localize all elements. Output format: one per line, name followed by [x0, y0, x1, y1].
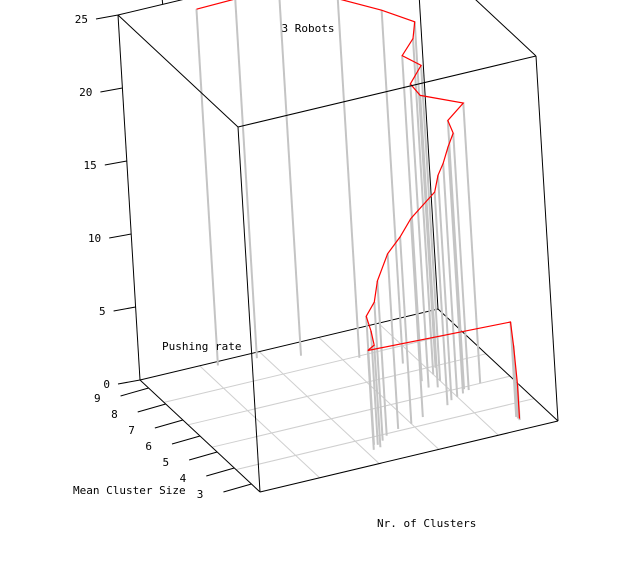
- box-edge: [118, 15, 140, 380]
- grid-line: [200, 366, 320, 478]
- y-tick-label: 9: [94, 392, 101, 405]
- z-tick: [96, 15, 118, 19]
- z-tick: [100, 88, 122, 92]
- box-edge: [536, 56, 558, 421]
- y-tick: [206, 468, 234, 476]
- z-tick-label: 0: [103, 378, 110, 391]
- z-axis-label: Pushing rate: [162, 340, 241, 353]
- z-tick: [105, 161, 127, 165]
- y-tick: [138, 404, 166, 412]
- z-tick: [114, 307, 136, 311]
- x-tick: [161, 0, 163, 4]
- grid-line: [188, 354, 486, 425]
- y-tick: [121, 388, 149, 396]
- y-tick-label: 5: [163, 456, 170, 469]
- drop-lines: [196, 0, 519, 450]
- x-axis-label: Nr. of Clusters: [377, 517, 476, 530]
- y-tick: [189, 452, 217, 460]
- z-tick: [109, 234, 131, 238]
- y-tick: [172, 436, 200, 444]
- z-tick-label: 10: [88, 232, 101, 245]
- grid-line: [259, 352, 379, 464]
- chart-title: 3 Robots: [282, 22, 335, 35]
- box-edge: [416, 0, 536, 56]
- y-axis-label: Mean Cluster Size: [73, 484, 186, 497]
- z-tick-label: 5: [99, 305, 106, 318]
- z-tick-label: 20: [79, 86, 92, 99]
- box-edge: [260, 421, 558, 492]
- y-tick-label: 7: [128, 424, 135, 437]
- z-tick-label: 15: [84, 159, 97, 172]
- drop-line: [338, 0, 360, 358]
- drop-line: [448, 121, 464, 390]
- y-tick-label: 8: [111, 408, 118, 421]
- y-tick: [223, 484, 251, 492]
- z-tick-label: 25: [75, 13, 88, 26]
- z-tick: [118, 380, 140, 384]
- box-edge: [118, 15, 238, 127]
- box-back-edges: [140, 0, 558, 492]
- drop-line: [420, 95, 438, 387]
- y-tick-label: 6: [145, 440, 152, 453]
- drop-line: [196, 9, 217, 365]
- drop-line: [382, 10, 403, 363]
- box-edge: [238, 127, 260, 492]
- drop-line: [279, 0, 301, 356]
- axes: 0510152025345678922.53: [75, 0, 312, 501]
- y-tick: [155, 420, 183, 428]
- drop-line: [235, 0, 257, 358]
- y-tick-label: 3: [197, 488, 204, 501]
- box-front-edges: [118, 0, 558, 492]
